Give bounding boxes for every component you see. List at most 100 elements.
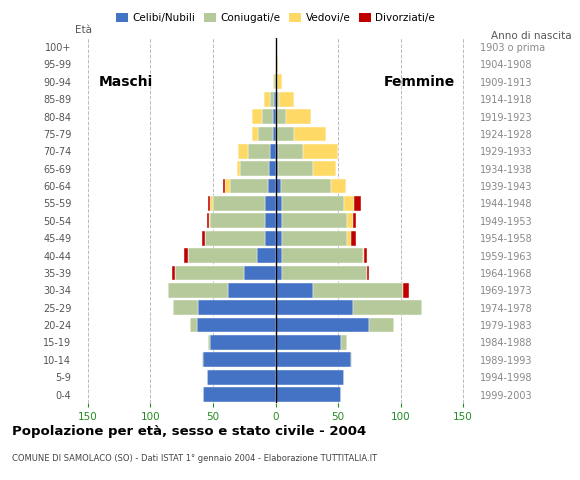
Bar [173, 300, 198, 315]
Bar [202, 352, 203, 367]
Bar [172, 265, 176, 280]
Bar [277, 74, 282, 89]
Bar [241, 161, 269, 176]
Bar [276, 318, 369, 333]
Bar [340, 335, 347, 350]
Bar [367, 265, 369, 280]
Bar [276, 144, 278, 159]
Bar [273, 127, 276, 141]
Bar [276, 127, 277, 141]
Bar [303, 144, 338, 159]
Bar [276, 231, 282, 246]
Bar [277, 109, 285, 124]
Bar [277, 127, 294, 141]
Bar [276, 300, 353, 315]
Bar [238, 144, 248, 159]
Bar [273, 74, 274, 89]
Bar [350, 352, 352, 367]
Bar [188, 248, 257, 263]
Bar [276, 352, 350, 367]
Bar [282, 265, 367, 280]
Bar [270, 144, 276, 159]
Bar [369, 318, 394, 333]
Bar [175, 265, 244, 280]
Bar [331, 179, 346, 193]
Text: Popolazione per età, sesso e stato civile - 2004: Popolazione per età, sesso e stato civil… [12, 425, 366, 438]
Bar [313, 161, 335, 176]
Text: Età: Età [75, 25, 92, 35]
Bar [211, 196, 213, 211]
Bar [276, 109, 277, 124]
Text: Maschi: Maschi [98, 75, 153, 89]
Bar [276, 92, 277, 107]
Bar [266, 231, 275, 246]
Bar [168, 283, 228, 298]
Bar [226, 179, 230, 193]
Bar [223, 179, 226, 193]
Bar [208, 196, 211, 211]
Bar [282, 231, 347, 246]
Bar [276, 370, 345, 384]
Bar [262, 109, 273, 124]
Bar [206, 370, 276, 384]
Bar [276, 57, 278, 72]
Bar [363, 248, 364, 263]
Bar [345, 196, 354, 211]
Bar [184, 248, 188, 263]
Bar [282, 248, 363, 263]
Bar [205, 231, 266, 246]
Bar [276, 265, 282, 280]
Bar [276, 214, 282, 228]
Bar [313, 283, 403, 298]
Bar [206, 214, 209, 228]
Legend: Celibi/Nubili, Coniugati/e, Vedovi/e, Divorziati/e: Celibi/Nubili, Coniugati/e, Vedovi/e, Di… [112, 9, 439, 27]
Bar [276, 40, 277, 54]
Bar [197, 318, 276, 333]
Bar [279, 92, 294, 107]
Bar [252, 127, 258, 141]
Bar [257, 248, 276, 263]
Bar [213, 196, 266, 211]
Bar [282, 196, 345, 211]
Bar [276, 248, 282, 263]
Bar [347, 231, 350, 246]
Bar [211, 335, 276, 350]
Bar [274, 74, 276, 89]
Bar [190, 318, 197, 333]
Bar [230, 179, 268, 193]
Bar [281, 179, 331, 193]
Bar [285, 109, 310, 124]
Bar [264, 92, 270, 107]
Bar [203, 387, 276, 402]
Text: Femmine: Femmine [384, 75, 455, 89]
Bar [278, 161, 313, 176]
Text: Anno di nascita: Anno di nascita [491, 31, 571, 41]
Bar [276, 335, 340, 350]
Bar [353, 214, 356, 228]
Bar [347, 214, 353, 228]
Bar [276, 74, 277, 89]
Bar [278, 144, 303, 159]
Bar [208, 335, 211, 350]
Bar [276, 387, 340, 402]
Bar [198, 300, 276, 315]
Bar [228, 283, 276, 298]
Bar [266, 196, 275, 211]
Bar [269, 161, 276, 176]
Bar [244, 265, 276, 280]
Bar [273, 109, 276, 124]
Bar [237, 161, 241, 176]
Bar [211, 214, 266, 228]
Bar [403, 283, 409, 298]
Text: COMUNE DI SAMOLACO (SO) - Dati ISTAT 1° gennaio 2004 - Elaborazione TUTTITALIA.I: COMUNE DI SAMOLACO (SO) - Dati ISTAT 1° … [12, 454, 377, 463]
Bar [353, 300, 422, 315]
Bar [209, 214, 211, 228]
Bar [270, 92, 274, 107]
Bar [282, 214, 347, 228]
Bar [354, 196, 361, 211]
Bar [252, 109, 262, 124]
Bar [202, 231, 205, 246]
Bar [276, 161, 278, 176]
Bar [268, 179, 276, 193]
Bar [350, 231, 356, 246]
